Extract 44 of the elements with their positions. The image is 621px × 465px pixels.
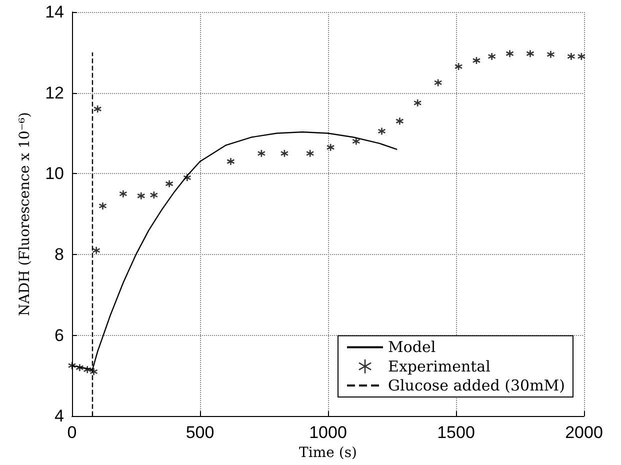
x-tick-label: 1000 [309, 423, 347, 442]
x-tick-label: 0 [67, 423, 77, 442]
point [76, 363, 84, 372]
point [506, 49, 514, 58]
y-tick-label: 4 [54, 406, 64, 426]
legend-label: Experimental [388, 357, 491, 376]
point [413, 98, 422, 108]
point [306, 149, 314, 158]
y-tick-label: 12 [45, 83, 64, 102]
y-tick-label: 6 [54, 326, 64, 345]
y-tick-label: 14 [45, 2, 64, 22]
point [183, 174, 192, 182]
point [93, 104, 102, 114]
point [488, 52, 496, 61]
point [546, 50, 555, 59]
x-tick-label: 500 [186, 423, 214, 442]
point [280, 149, 289, 158]
point [150, 190, 158, 200]
point [257, 149, 266, 158]
point [326, 143, 335, 152]
point [472, 56, 481, 65]
point [567, 52, 576, 61]
point [98, 202, 107, 210]
point [352, 137, 360, 146]
point [526, 49, 534, 58]
point [577, 52, 586, 61]
point [68, 361, 76, 370]
x-tick-label: 1500 [437, 423, 475, 442]
point [119, 190, 128, 198]
legend-label: Glucose added (30mM) [388, 376, 565, 394]
x-tick-label: 2000 [565, 423, 603, 442]
point [226, 157, 235, 166]
point [454, 62, 463, 71]
x-axis-title: Time (s) [299, 445, 357, 461]
point [378, 127, 386, 136]
legend-label: Model [388, 338, 436, 356]
point [165, 180, 174, 188]
y-axis-title: NADH (Fluorescence x 10⁻⁶) [17, 112, 33, 316]
y-tick-label: 10 [45, 164, 64, 184]
point [136, 192, 146, 200]
y-tick-label: 8 [54, 244, 64, 264]
point [92, 246, 100, 255]
point [434, 78, 442, 87]
point [396, 116, 404, 126]
